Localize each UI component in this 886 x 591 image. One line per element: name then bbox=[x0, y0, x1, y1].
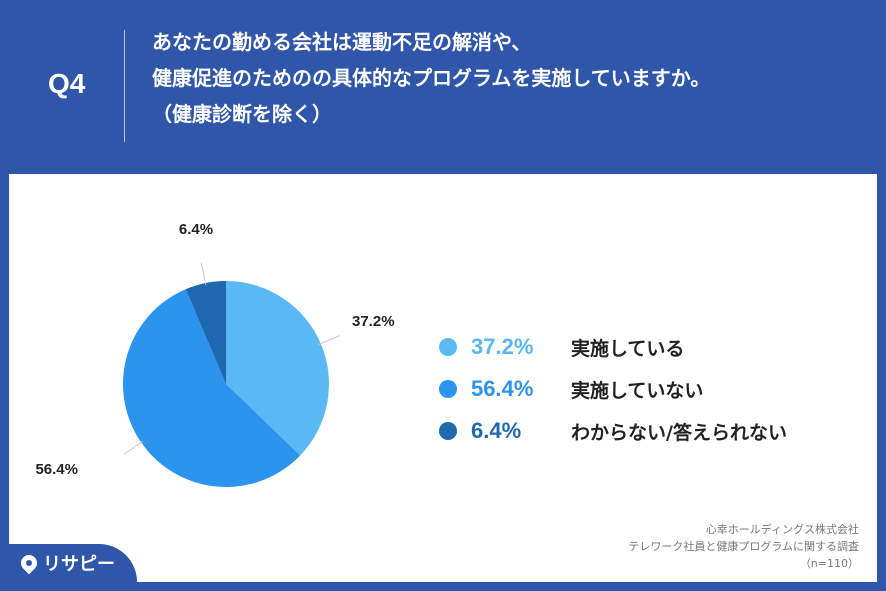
location-pin-icon bbox=[17, 551, 41, 575]
data-label-unknown: 6.4% bbox=[179, 221, 213, 238]
source-survey: テレワーク社員と健康プログラムに関する調査 bbox=[628, 540, 859, 553]
pie-slice-implemented bbox=[226, 281, 330, 456]
question-text: あなたの勤める会社は運動不足の解消や、 健康促進のためのの具体的なプログラムを実… bbox=[152, 24, 872, 132]
data-label-implemented: 37.2% bbox=[352, 313, 395, 330]
source-note: 心幸ホールディングス株式会社 テレワーク社員と健康プログラムに関する調査 （n=… bbox=[628, 521, 859, 572]
legend-dot bbox=[439, 338, 457, 356]
pie-slice-not-implemented bbox=[123, 289, 301, 487]
legend-pct: 6.4% bbox=[471, 418, 522, 443]
leader-line bbox=[318, 335, 340, 345]
legend-label: わからない/答えられない bbox=[571, 421, 787, 444]
legend-dot bbox=[439, 380, 457, 398]
question-line-2: 健康促進のためのの具体的なプログラムを実施していますか。 bbox=[152, 66, 711, 90]
brand-logo: リサピー bbox=[9, 544, 137, 582]
leader-line bbox=[200, 262, 207, 286]
legend-item-implemented: 37.2% 実施している bbox=[439, 326, 787, 368]
pie-slice-unknown bbox=[185, 281, 226, 384]
legend-item-unknown: 6.4% わからない/答えられない bbox=[439, 410, 787, 452]
legend-label: 実施していない bbox=[571, 379, 704, 402]
legend: 37.2% 実施している 56.4% 実施していない 6.4% わからない/答え… bbox=[439, 326, 787, 452]
chart-card: 37.2% 56.4% 6.4% 37.2% 実施している 56.4% 実施していな… bbox=[9, 174, 877, 582]
legend-pct: 37.2% bbox=[471, 334, 534, 359]
leader-line bbox=[123, 440, 144, 455]
brand-name: リサピー bbox=[43, 554, 115, 575]
legend-pct: 56.4% bbox=[471, 376, 534, 401]
legend-item-not-implemented: 56.4% 実施していない bbox=[439, 368, 787, 410]
question-number: Q4 bbox=[48, 68, 86, 99]
pie-chart: 37.2% 56.4% 6.4% bbox=[35, 221, 395, 487]
header-divider bbox=[124, 30, 125, 142]
legend-label: 実施している bbox=[571, 337, 685, 360]
question-line-1: あなたの勤める会社は運動不足の解消や、 bbox=[152, 30, 532, 54]
question-line-3: （健康診断を除く） bbox=[152, 102, 332, 126]
source-sample: （n=110） bbox=[799, 557, 859, 570]
legend-dot bbox=[439, 422, 457, 440]
data-label-not-implemented: 56.4% bbox=[35, 461, 78, 478]
source-company: 心幸ホールディングス株式会社 bbox=[705, 523, 859, 536]
